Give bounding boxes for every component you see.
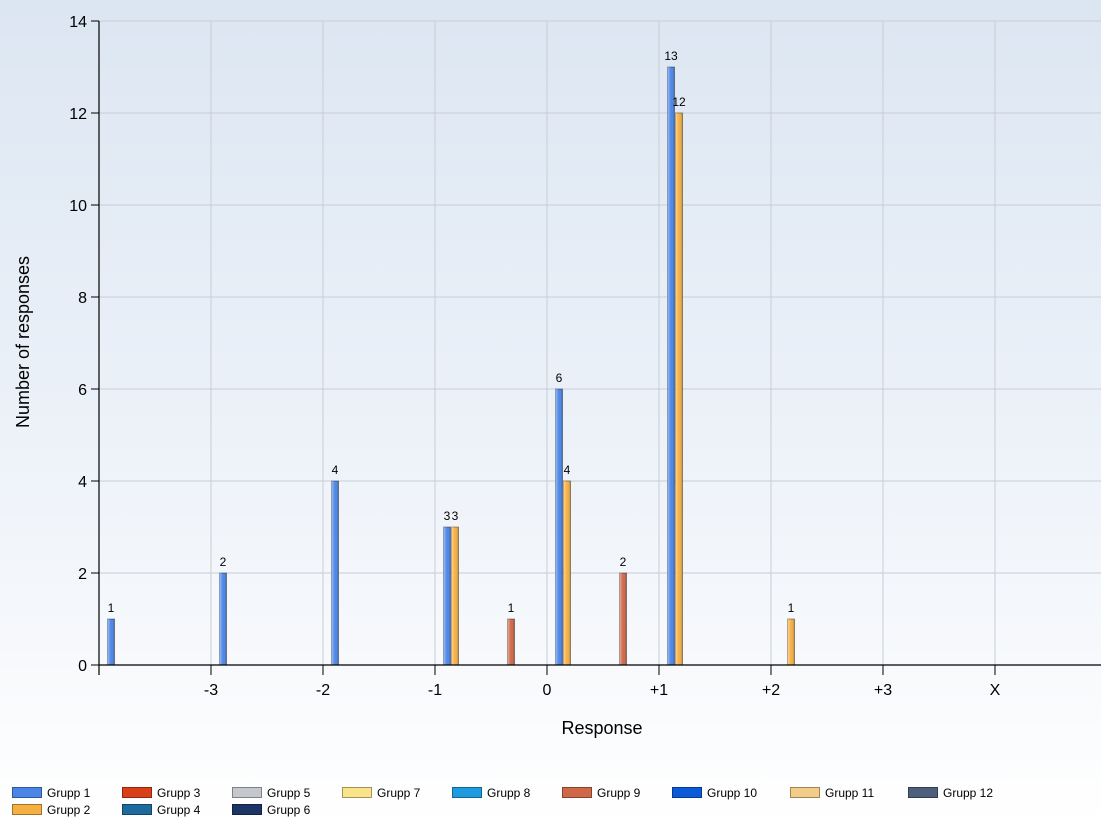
legend-swatch (12, 804, 42, 815)
y-axis-title: Number of responses (13, 256, 33, 428)
x-tick-label: X (990, 682, 1001, 699)
bar-shade (331, 481, 339, 665)
legend-swatch (562, 787, 592, 798)
legend-label: Grupp 5 (267, 785, 311, 800)
legend-item: Grupp 2 (12, 803, 122, 817)
legend: Grupp 1 Grupp 3 Grupp 5 Grupp 7 Grupp 8 Grupp… (12, 784, 1092, 818)
data-label: 2 (620, 555, 627, 569)
bar-shade (219, 573, 227, 665)
legend-swatch (790, 787, 820, 798)
bar-grupp-2 (675, 112, 683, 666)
x-tick-label: -1 (428, 682, 442, 699)
legend-item: Grupp 5 (232, 786, 342, 800)
x-tick-label: 0 (543, 682, 552, 699)
data-label: 1 (508, 601, 515, 615)
y-tick-label: 0 (78, 658, 87, 675)
data-label: 4 (332, 463, 339, 477)
data-label: 6 (556, 371, 563, 385)
legend-label: Grupp 11 (825, 785, 875, 800)
legend-label: Grupp 4 (157, 802, 201, 817)
legend-item: Grupp 9 (562, 786, 672, 800)
x-tick-label: +1 (650, 682, 668, 699)
legend-label: Grupp 10 (707, 785, 758, 800)
y-tick-label: 8 (78, 290, 87, 307)
y-tick-label: 10 (69, 198, 87, 215)
bar-shade (563, 481, 571, 665)
data-label: 3 (444, 509, 451, 523)
y-tick-label: 14 (69, 14, 87, 31)
bar-shade (555, 389, 563, 665)
bar-grupp-9 (619, 572, 627, 666)
legend-label: Grupp 6 (267, 802, 311, 817)
legend-label: Grupp 12 (943, 785, 994, 800)
bars (107, 66, 795, 666)
legend-item: Grupp 4 (122, 803, 232, 817)
x-tick-label: +3 (874, 682, 892, 699)
legend-item: Grupp 11 (790, 786, 908, 800)
legend-item: Grupp 1 (12, 786, 122, 800)
legend-swatch (232, 787, 262, 798)
legend-row: Grupp 2 Grupp 4 Grupp 6 (12, 801, 1092, 818)
legend-row: Grupp 1 Grupp 3 Grupp 5 Grupp 7 Grupp 8 Grupp… (12, 784, 1092, 801)
bar-shade (787, 619, 795, 665)
bar-grupp-2 (787, 618, 795, 666)
legend-swatch (342, 787, 372, 798)
data-label: 1 (108, 601, 115, 615)
bar-shade (451, 527, 459, 665)
legend-swatch (672, 787, 702, 798)
y-tick-label: 6 (78, 382, 87, 399)
bar-shade (107, 619, 115, 665)
x-tick-label: -2 (316, 682, 330, 699)
legend-label: Grupp 8 (487, 785, 531, 800)
bar-grupp-1 (219, 572, 227, 666)
data-label: 12 (672, 95, 686, 109)
legend-swatch (908, 787, 938, 798)
bar-grupp-9 (507, 618, 515, 666)
y-tick-label: 12 (69, 106, 87, 123)
bar-grupp-1 (331, 480, 339, 666)
legend-swatch (232, 804, 262, 815)
legend-swatch (122, 804, 152, 815)
data-label: 1 (788, 601, 795, 615)
y-tick-label: 2 (78, 566, 87, 583)
legend-label: Grupp 2 (47, 802, 91, 817)
x-tick-label: -3 (204, 682, 218, 699)
bar-grupp-2 (563, 480, 571, 666)
legend-label: Grupp 3 (157, 785, 201, 800)
data-label: 3 (452, 509, 459, 523)
bar-grupp-1 (107, 618, 115, 666)
data-label: 2 (220, 555, 227, 569)
legend-item: Grupp 3 (122, 786, 232, 800)
bar-shade (443, 527, 451, 665)
data-label: 13 (664, 49, 678, 63)
bar-shade (675, 113, 683, 665)
legend-label: Grupp 9 (597, 785, 641, 800)
legend-label: Grupp 7 (377, 785, 421, 800)
legend-item: Grupp 6 (232, 803, 342, 817)
grid-lines (99, 20, 1101, 665)
y-tick-label: 4 (78, 474, 87, 491)
bar-grupp-1 (443, 526, 451, 666)
bar-shade (619, 573, 627, 665)
legend-item: Grupp 12 (908, 786, 1018, 800)
x-tick-label: +2 (762, 682, 780, 699)
bar-grupp-2 (451, 526, 459, 666)
legend-swatch (452, 787, 482, 798)
legend-swatch (12, 787, 42, 798)
legend-item: Grupp 10 (672, 786, 790, 800)
x-axis-title: Response (561, 718, 642, 738)
legend-item: Grupp 7 (342, 786, 452, 800)
legend-item: Grupp 8 (452, 786, 562, 800)
bar-shade (507, 619, 515, 665)
bar-grupp-1 (667, 66, 675, 666)
legend-label: Grupp 1 (47, 785, 91, 800)
bar-shade (667, 67, 675, 665)
legend-swatch (122, 787, 152, 798)
data-label: 4 (564, 463, 571, 477)
bar-grupp-1 (555, 388, 563, 666)
